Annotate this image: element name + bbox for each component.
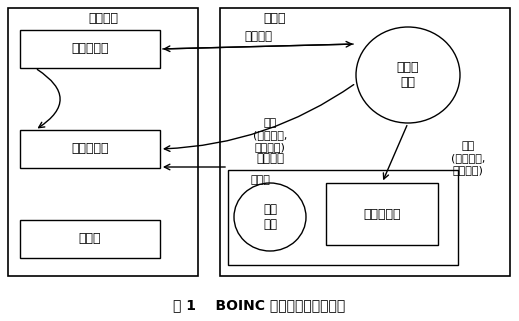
Text: 数据传输器: 数据传输器 bbox=[71, 143, 109, 155]
Text: 作业
(应用程序,
输入文件): 作业 (应用程序, 输入文件) bbox=[451, 141, 485, 175]
Text: 图 1    BOINC 虚拟机作业的数据流: 图 1 BOINC 虚拟机作业的数据流 bbox=[173, 298, 345, 312]
FancyBboxPatch shape bbox=[220, 8, 510, 276]
Text: 虚拟机: 虚拟机 bbox=[250, 175, 270, 185]
Text: 验证器: 验证器 bbox=[79, 232, 101, 246]
FancyBboxPatch shape bbox=[20, 220, 160, 258]
FancyBboxPatch shape bbox=[20, 130, 160, 168]
Text: 任务调度器: 任务调度器 bbox=[71, 42, 109, 56]
Ellipse shape bbox=[356, 27, 460, 123]
FancyBboxPatch shape bbox=[326, 183, 438, 245]
Text: 作业请求: 作业请求 bbox=[244, 30, 272, 44]
Ellipse shape bbox=[234, 183, 306, 251]
Text: 作业结果: 作业结果 bbox=[256, 152, 284, 164]
FancyBboxPatch shape bbox=[228, 170, 458, 265]
FancyBboxPatch shape bbox=[8, 8, 198, 276]
Text: 客户端
程序: 客户端 程序 bbox=[397, 61, 419, 89]
Text: 作业
(应用程序,
输入文件): 作业 (应用程序, 输入文件) bbox=[253, 118, 287, 152]
Text: 应用
程序: 应用 程序 bbox=[263, 203, 277, 231]
Text: 服务器端: 服务器端 bbox=[88, 13, 118, 25]
FancyBboxPatch shape bbox=[20, 30, 160, 68]
Text: 客户端: 客户端 bbox=[264, 13, 286, 25]
Text: 共享文件夹: 共享文件夹 bbox=[363, 207, 401, 221]
